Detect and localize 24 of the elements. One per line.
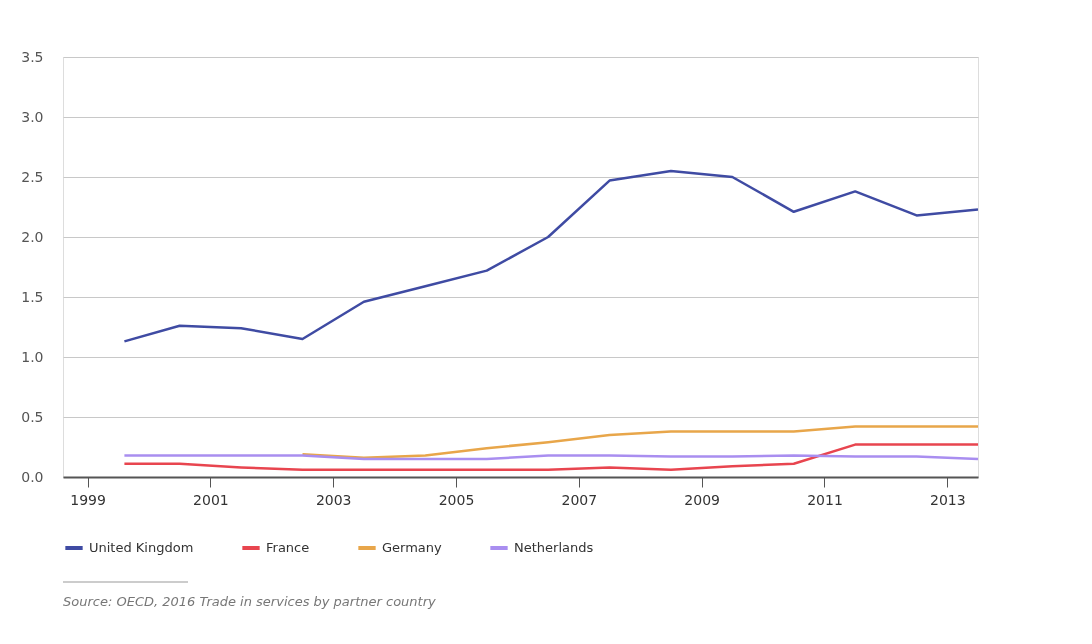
x-tick-label: 2013 — [929, 491, 966, 508]
legend-label: United Kingdom — [89, 540, 194, 555]
x-tick-label: 1999 — [70, 491, 106, 508]
y-tick-label: 1.5 — [21, 288, 44, 305]
y-tick-label: 3.0 — [21, 108, 44, 125]
line-series — [123, 443, 978, 472]
legend-label: Netherlands — [514, 540, 594, 555]
line-series — [301, 425, 978, 460]
legend-label: Germany — [382, 540, 443, 555]
y-tick-label: 0.5 — [21, 408, 44, 425]
x-tick-label: 2005 — [438, 491, 475, 508]
x-tick-label: 2011 — [807, 491, 843, 508]
line-series — [123, 169, 978, 343]
x-tick-label: 2007 — [561, 491, 598, 508]
source-note: Source: OECD, 2016 Trade in services by partner country — [63, 594, 437, 609]
x-tick-label: 2001 — [193, 491, 229, 508]
y-tick-label: 2.5 — [21, 168, 44, 185]
y-tick-label: 3.5 — [21, 48, 44, 65]
y-tick-label: 1.0 — [21, 348, 44, 365]
x-tick-label: 2009 — [684, 491, 720, 508]
y-tick-label: 0.0 — [21, 468, 44, 485]
x-tick-label: 2003 — [315, 491, 352, 508]
y-tick-label: 2.0 — [21, 228, 44, 245]
legend-label: France — [266, 540, 310, 555]
